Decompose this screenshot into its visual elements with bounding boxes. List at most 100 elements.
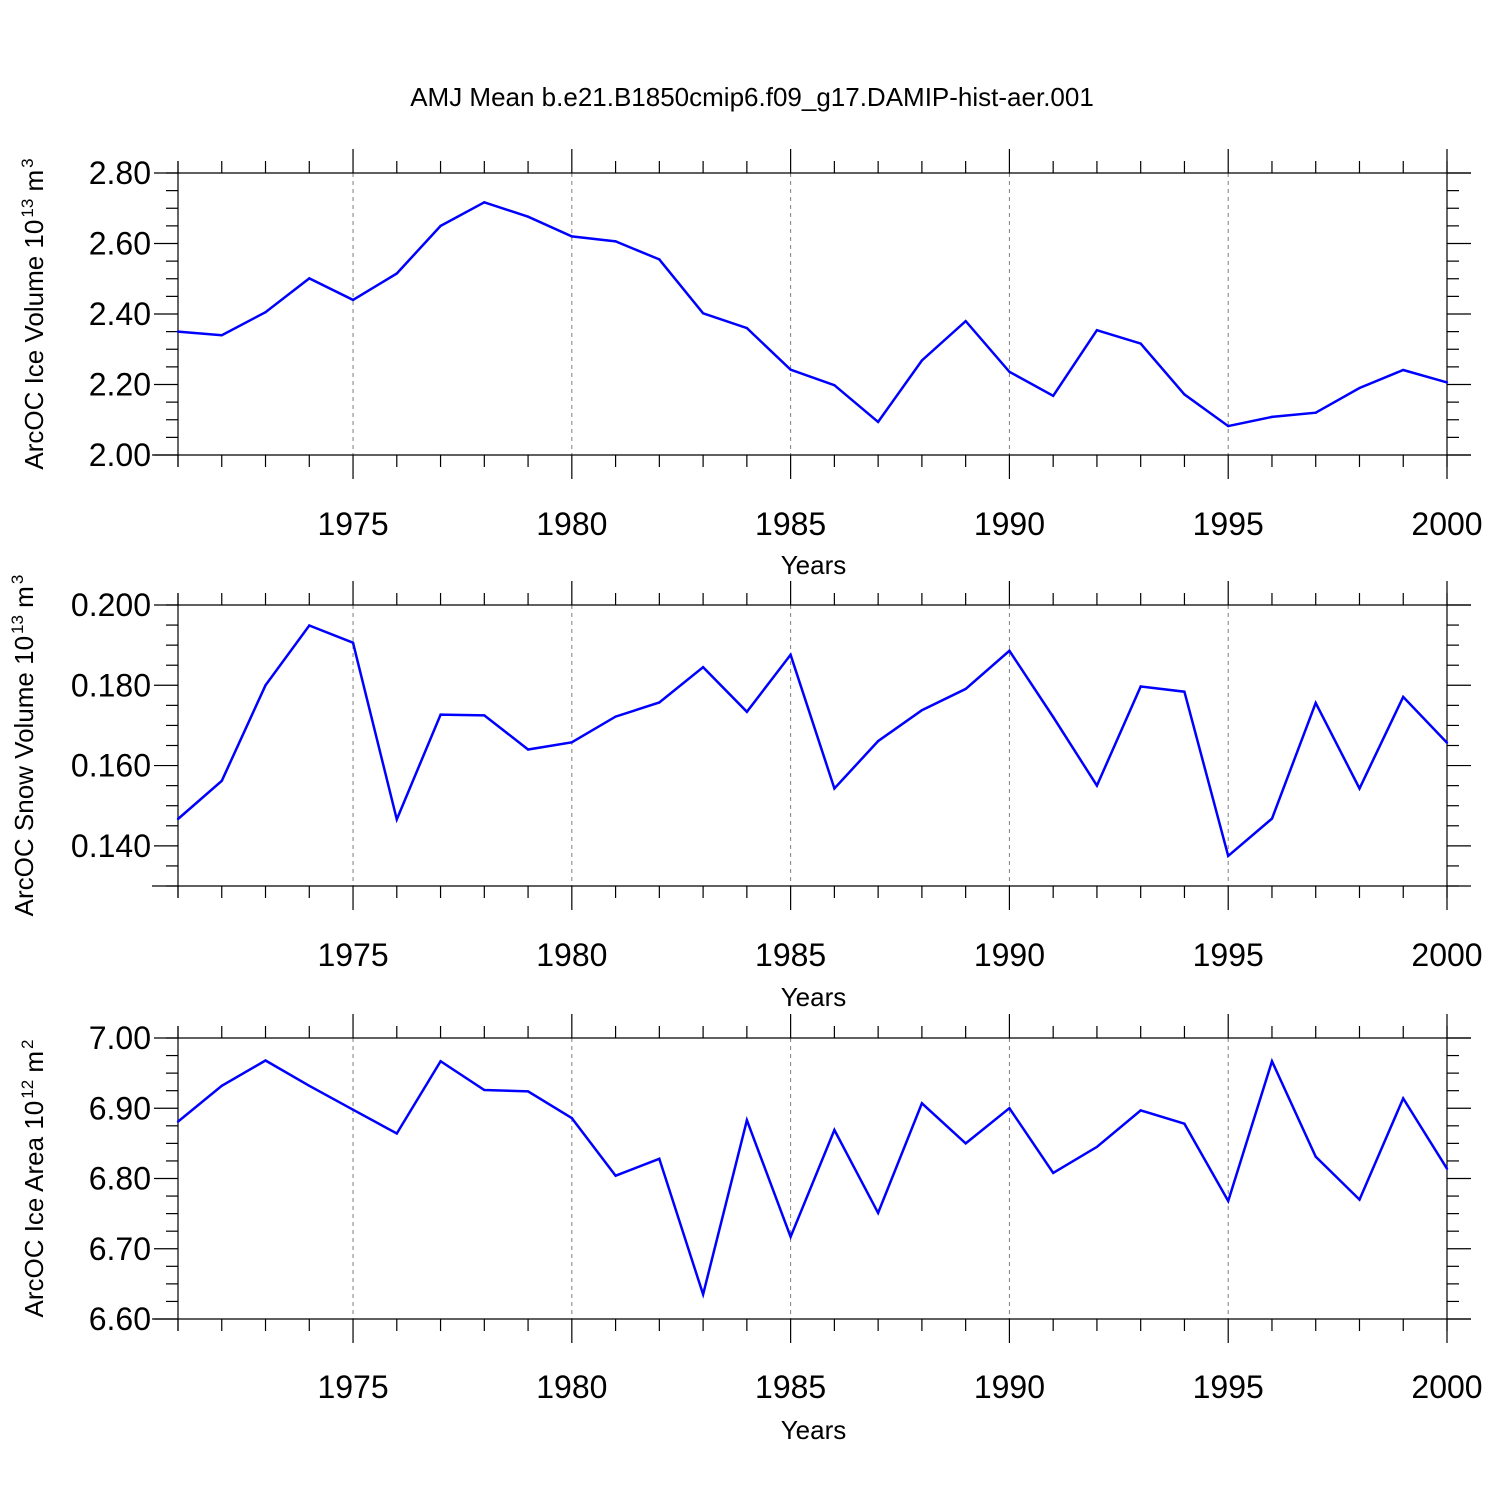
data-point [570,741,574,744]
data-point [483,201,486,204]
data-point [439,713,442,716]
data-point [614,1174,617,1177]
data-point [1314,701,1317,705]
data-point [220,333,223,337]
data-point [264,684,267,687]
data-point [658,258,661,261]
panel-2: 0.140 0.160 0.180 0.200 1975 1980 1985 1990 1995… [8,575,1483,1012]
data-point [264,311,267,314]
panel-3: 6.60 6.70 6.80 6.90 7.00 1975 1980 1985 1990 1995… [18,1014,1483,1445]
data-point [789,653,792,656]
data-point [176,1120,180,1123]
data-point [876,739,880,743]
y-tick-label: 2.40 [89,296,151,332]
x-tick-label: 1990 [974,937,1045,973]
data-point [920,1102,924,1105]
y-axis-title: ArcOC Ice Area 1012 m2 [18,1039,49,1317]
data-point [1139,342,1142,345]
data-point [745,326,749,330]
data-point [1445,381,1449,384]
data-point [570,235,574,238]
data-point [920,708,924,712]
x-axis-title: Years [781,1415,847,1445]
data-point [614,715,617,718]
data-point [789,368,792,371]
y-tick-label: 7.00 [89,1020,151,1056]
data-point [526,748,530,751]
data-point [1358,1198,1361,1201]
data-point [876,420,880,424]
x-tick-label: 1990 [974,1369,1045,1405]
data-point [701,1293,705,1296]
data-point [220,779,223,783]
y-tick-label: 0.180 [71,667,151,703]
data-point [1183,690,1186,693]
data-point [570,1116,574,1120]
data-point [526,215,530,218]
data-point [1314,1155,1317,1158]
data-point [264,1059,267,1062]
data-point [1227,854,1230,858]
data-point [308,624,311,627]
x-tick-label: 1985 [755,937,826,973]
data-point [351,298,355,302]
x-tick-label: 1975 [317,506,388,542]
x-axis-title: Years [781,982,847,1012]
data-point [1008,1107,1011,1110]
data-point [964,319,967,323]
data-point [1270,415,1274,419]
data-point [1008,370,1011,374]
data-point [1051,715,1055,719]
data-point [483,714,486,717]
data-point [1445,1167,1449,1170]
data-point [308,1084,311,1087]
x-tick-label: 1975 [317,937,388,973]
data-point [176,817,180,821]
data-point [1139,1109,1142,1112]
x-tick-label: 1995 [1193,1369,1264,1405]
data-point [1314,411,1317,414]
data-point [395,1132,398,1135]
y-tick-label: 0.200 [71,587,151,623]
data-point [1402,368,1405,372]
x-tick-label: 1995 [1193,506,1264,542]
y-tick-label: 2.60 [89,226,151,262]
data-point [701,312,705,315]
data-point [439,224,442,228]
x-tick-label: 1980 [536,1369,607,1405]
x-tick-label: 1985 [755,1369,826,1405]
data-point [395,272,398,275]
data-point [176,330,180,333]
data-point [1095,784,1099,787]
data-point [833,384,836,387]
x-tick-label: 1975 [317,1369,388,1405]
y-tick-label: 6.60 [89,1301,151,1337]
data-point [351,1108,355,1111]
x-tick-label: 2000 [1411,506,1482,542]
x-tick-label: 1980 [536,506,607,542]
y-tick-label: 0.160 [71,748,151,784]
data-point [1139,685,1142,688]
data-point [351,641,355,644]
x-tick-label: 1980 [536,937,607,973]
data-point [1358,386,1361,390]
data-point [1051,1171,1055,1175]
data-point [1008,649,1011,652]
data-point [1402,1097,1405,1100]
data-point [1183,1122,1186,1125]
x-tick-label: 2000 [1411,937,1482,973]
data-point [745,710,749,713]
series-line [177,200,1448,428]
data-point [220,1084,223,1087]
series-line [177,623,1448,859]
x-tick-label: 1995 [1193,937,1264,973]
data-point [1270,817,1274,820]
data-point [1227,1199,1230,1203]
data-point [1051,394,1055,397]
data-point [614,240,617,243]
y-tick-label: 2.00 [89,437,151,473]
panel-1: 2.00 2.20 2.40 2.60 2.80 1975 1980 1985 1990 1995… [18,149,1483,580]
x-axis-title: Years [781,550,847,580]
data-point [1358,787,1361,790]
